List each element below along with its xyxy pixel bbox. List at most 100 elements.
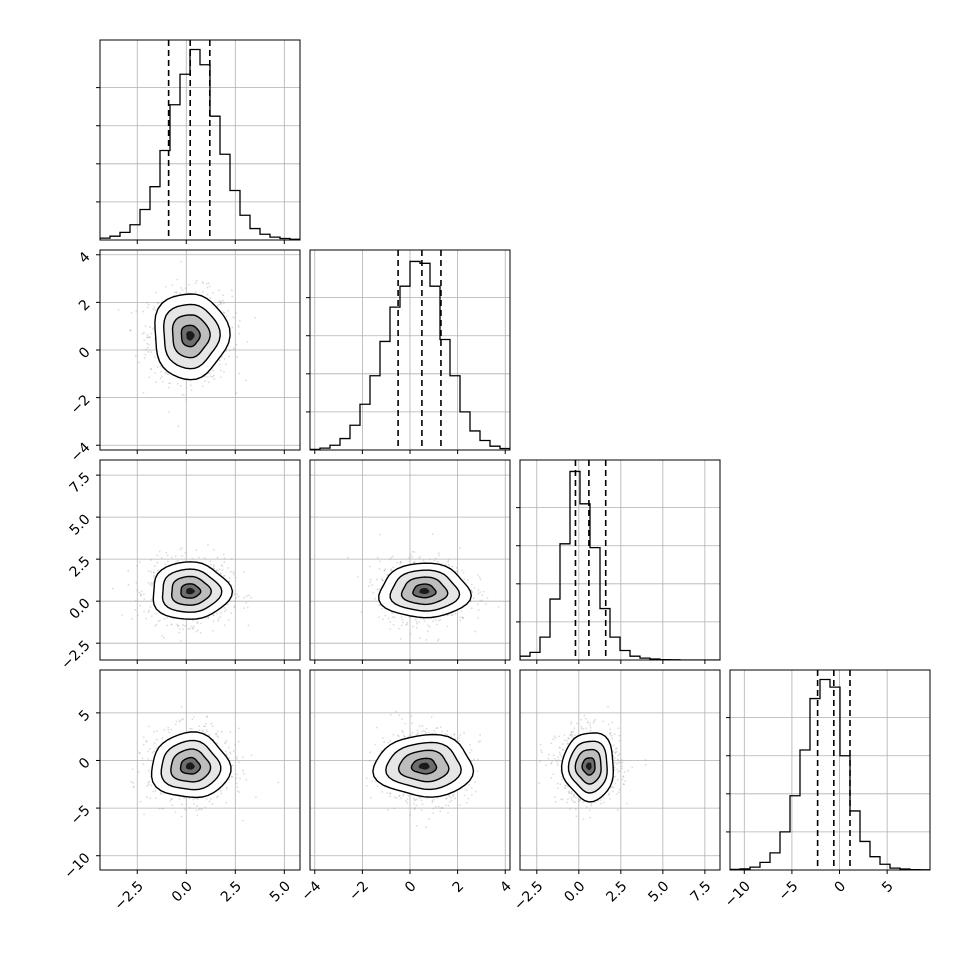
contour-line — [170, 575, 213, 606]
pair-panel-2-1 — [309, 459, 511, 664]
scatter-point — [557, 759, 560, 761]
scatter-point — [437, 805, 440, 808]
scatter-point — [422, 559, 425, 562]
scatter-point — [615, 748, 617, 751]
scatter-point — [465, 801, 468, 804]
scatter-point — [181, 628, 184, 631]
scatter-point — [558, 751, 561, 754]
scatter-point — [470, 786, 473, 789]
scatter-point — [454, 612, 457, 615]
scatter-point — [178, 798, 181, 801]
scatter-point — [155, 623, 158, 626]
scatter-point — [614, 751, 617, 754]
scatter-point — [227, 567, 230, 569]
scatter-point — [448, 794, 451, 797]
scatter-point — [474, 781, 476, 783]
scatter-point — [165, 285, 167, 288]
scatter-point — [236, 758, 238, 760]
histogram-step — [310, 260, 510, 450]
scatter-point — [384, 614, 387, 617]
scatter-point — [452, 794, 454, 797]
scatter-point — [176, 560, 179, 562]
density-level — [186, 331, 195, 341]
scatter-point — [413, 551, 416, 553]
scatter-point — [146, 336, 148, 339]
scatter-point — [224, 363, 227, 366]
scatter-point — [227, 619, 230, 621]
scatter-point — [235, 312, 237, 315]
scatter-point — [435, 727, 438, 730]
scatter-point — [477, 617, 480, 619]
scatter-point — [419, 555, 422, 558]
scatter-point — [427, 624, 429, 627]
y-tick-label: 0 — [76, 755, 94, 773]
scatter-point — [166, 554, 169, 557]
scatter-point — [222, 302, 225, 305]
scatter-point — [144, 353, 147, 356]
scatter-point — [154, 624, 157, 627]
scatter-point — [371, 780, 373, 783]
scatter-point — [602, 801, 605, 804]
scatter-point — [233, 348, 236, 351]
scatter-point — [439, 726, 442, 729]
scatter-point — [166, 560, 169, 563]
scatter-point — [243, 571, 246, 573]
scatter-point — [369, 759, 371, 762]
scatter-point — [207, 616, 210, 619]
scatter-point — [431, 800, 434, 802]
scatter-point — [145, 617, 148, 620]
scatter-point — [232, 571, 235, 574]
scatter-point — [213, 378, 216, 380]
scatter-point — [479, 734, 482, 736]
scatter-point — [360, 611, 363, 614]
scatter-point — [423, 729, 425, 732]
scatter-point — [447, 804, 450, 807]
scatter-point — [153, 742, 156, 744]
contour-line — [385, 741, 462, 791]
scatter-point — [164, 563, 167, 566]
scatter-point — [414, 618, 417, 621]
scatter-point — [216, 742, 219, 745]
contour-line — [378, 562, 473, 619]
scatter-point — [154, 356, 156, 359]
scatter-point — [203, 557, 206, 560]
scatter-point — [243, 596, 246, 599]
scatter-point — [217, 736, 220, 739]
scatter-point — [427, 630, 429, 633]
scatter-point — [477, 574, 479, 576]
scatter-point — [392, 623, 395, 626]
scatter-point — [214, 733, 217, 735]
scatter-point — [157, 301, 160, 304]
scatter-point — [139, 800, 142, 803]
scatter-point — [437, 639, 440, 642]
scatter-point — [433, 729, 436, 732]
scatter-point — [206, 716, 208, 719]
scatter-point — [146, 346, 149, 349]
scatter-point — [181, 718, 183, 721]
scatter-point — [145, 740, 148, 742]
scatter-point — [235, 343, 238, 346]
scatter-point — [234, 743, 236, 746]
scatter-point — [478, 609, 480, 611]
scatter-point — [181, 289, 184, 291]
scatter-point — [570, 731, 573, 734]
scatter-point — [180, 705, 183, 708]
scatter-point — [411, 625, 414, 628]
scatter-point — [245, 601, 248, 604]
pair-panel-3-0: −10−505−2.5 0.0 2.5 5.0 — [61, 669, 301, 914]
scatter-point — [555, 736, 557, 739]
y-tick-label: 0.0 — [67, 596, 94, 623]
scatter-point — [196, 622, 199, 625]
scatter-point — [234, 317, 236, 319]
scatter-point — [389, 569, 392, 572]
scatter-point — [463, 578, 465, 581]
scatter-point — [222, 299, 225, 302]
scatter-point — [567, 742, 570, 745]
scatter-point — [152, 790, 155, 793]
scatter-point — [392, 733, 395, 736]
scatter-point — [612, 786, 615, 789]
scatter-point — [171, 798, 173, 800]
scatter-point — [220, 356, 223, 359]
scatter-point — [477, 593, 480, 595]
scatter-point — [459, 733, 462, 736]
